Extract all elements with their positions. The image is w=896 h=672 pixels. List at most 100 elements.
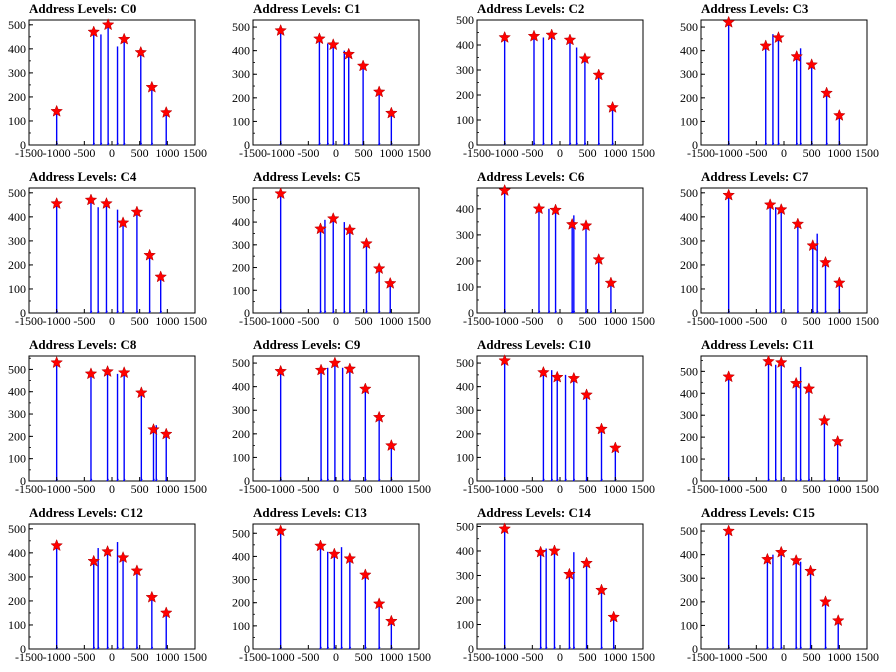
bar-base: [547, 310, 551, 314]
y-tick-label: 100: [456, 280, 474, 294]
bar-base: [794, 478, 798, 482]
bar-base: [611, 142, 614, 146]
x-tick-label: -1000: [491, 146, 519, 160]
peak-marker: [592, 68, 606, 81]
peak-marker: [774, 202, 788, 216]
plot-frame: [700, 187, 868, 314]
bar-base: [612, 646, 616, 650]
chart-panel: Address Levels: C1 0 100 200 300 400 500 -1500-…: [224, 0, 448, 168]
y-tick-label: 300: [456, 568, 474, 582]
bar-base: [363, 646, 367, 650]
peak-marker: [343, 223, 357, 236]
bar-base: [542, 478, 545, 482]
peak-marker: [154, 270, 168, 283]
bar-base: [152, 478, 155, 482]
y-tick-label: 100: [456, 450, 474, 464]
peak-marker: [550, 370, 564, 383]
peak-marker: [578, 52, 592, 65]
bar-base: [319, 310, 322, 314]
y-tick-label: 400: [680, 210, 698, 224]
peak-marker: [820, 86, 833, 99]
x-tick-label: 1000: [379, 650, 403, 664]
peak-marker: [383, 276, 397, 289]
peak-marker: [50, 538, 64, 552]
chart-svg: Address Levels: C14 0 100 200 300 400 500 -1500…: [456, 505, 655, 664]
y-tick-label: 100: [680, 114, 698, 128]
bar-base: [779, 478, 783, 482]
x-tick-label: 500: [131, 314, 149, 328]
peak-marker: [563, 567, 576, 580]
peak-marker: [805, 58, 819, 71]
chart-title: Address Levels: C9: [253, 337, 361, 352]
peak-marker: [384, 614, 398, 627]
plot-frame: [700, 523, 868, 650]
x-tick-label: -500: [745, 146, 767, 160]
bar-base: [795, 142, 799, 146]
bar-base: [365, 310, 368, 314]
peak-marker: [532, 202, 546, 215]
bar-base: [570, 310, 574, 314]
peak-marker: [326, 38, 340, 51]
y-tick-label: 300: [456, 63, 474, 77]
chart-title: Address Levels: C10: [477, 337, 591, 352]
x-tick-label: -1000: [43, 482, 71, 496]
bar-base: [597, 142, 601, 146]
bar-base: [106, 646, 109, 650]
y-tick-label: 200: [232, 596, 250, 610]
x-tick-label: 500: [579, 482, 597, 496]
bar-base: [572, 646, 576, 650]
x-tick-label: -500: [745, 482, 767, 496]
peak-marker: [604, 276, 618, 289]
chart-panel: Address Levels: C12 0 100 200 300 400 500 -1500…: [0, 504, 224, 672]
peak-marker: [358, 382, 372, 395]
bar-base: [363, 478, 367, 482]
peak-marker: [130, 205, 144, 218]
bar-base: [135, 646, 139, 650]
bar-base: [766, 646, 769, 650]
x-tick-label: -1500: [15, 314, 43, 328]
x-tick-label: 0: [557, 314, 563, 328]
y-tick-label: 200: [680, 91, 698, 105]
x-tick-label: -500: [521, 146, 543, 160]
chart-svg: Address Levels: C70100200300400500-1500-…: [680, 169, 879, 328]
y-tick-label: 500: [8, 18, 26, 32]
bar-base: [121, 646, 125, 650]
bar-base: [554, 310, 557, 314]
bar-base: [777, 142, 780, 146]
peak-marker: [534, 545, 547, 558]
chart-panel: Address Levels: C10 0 100 200 300 400 500 -1500…: [448, 336, 672, 504]
peak-marker: [159, 606, 173, 619]
peak-marker: [87, 554, 101, 567]
peak-marker: [314, 539, 327, 552]
y-tick-label: 500: [456, 13, 474, 27]
peak-marker: [819, 255, 832, 268]
peak-marker: [722, 188, 736, 201]
y-tick-label: 500: [680, 364, 698, 378]
y-tick-label: 300: [680, 67, 698, 81]
bar-base: [539, 646, 542, 650]
chart-panel: Address Levels: C4 0 100 200 300 400 500 -1500-…: [0, 168, 224, 336]
bar-base: [348, 478, 352, 482]
chart-title: Address Levels: C13: [253, 505, 367, 520]
y-tick-label: 500: [680, 524, 698, 538]
plot-frame: [252, 187, 420, 314]
x-tick-label: -1000: [267, 146, 295, 160]
chart-svg: Address Levels: C11 0 100 200 300 400 500 -1500…: [680, 337, 879, 496]
chart-panel: Address Levels: C5 0 100 200 300 400 500 -1500-…: [224, 168, 448, 336]
x-tick-label: 500: [355, 146, 373, 160]
y-tick-label: 200: [456, 427, 474, 441]
y-tick-label: 200: [8, 594, 26, 608]
y-tick-label: 500: [232, 356, 250, 370]
peak-marker: [50, 356, 64, 369]
y-tick-label: 0: [244, 642, 250, 656]
plot-frame: [476, 523, 644, 650]
y-tick-label: 300: [232, 67, 250, 81]
peak-marker: [101, 544, 114, 558]
bar-base: [771, 142, 775, 146]
x-tick-label: -1500: [687, 146, 715, 160]
y-tick-label: 100: [232, 450, 250, 464]
peak-marker: [722, 15, 736, 28]
peak-marker: [274, 23, 288, 37]
chart-svg: Address Levels: C15 0 100 200 300 400 500 -1500…: [680, 505, 879, 664]
y-tick-label: 200: [456, 88, 474, 102]
